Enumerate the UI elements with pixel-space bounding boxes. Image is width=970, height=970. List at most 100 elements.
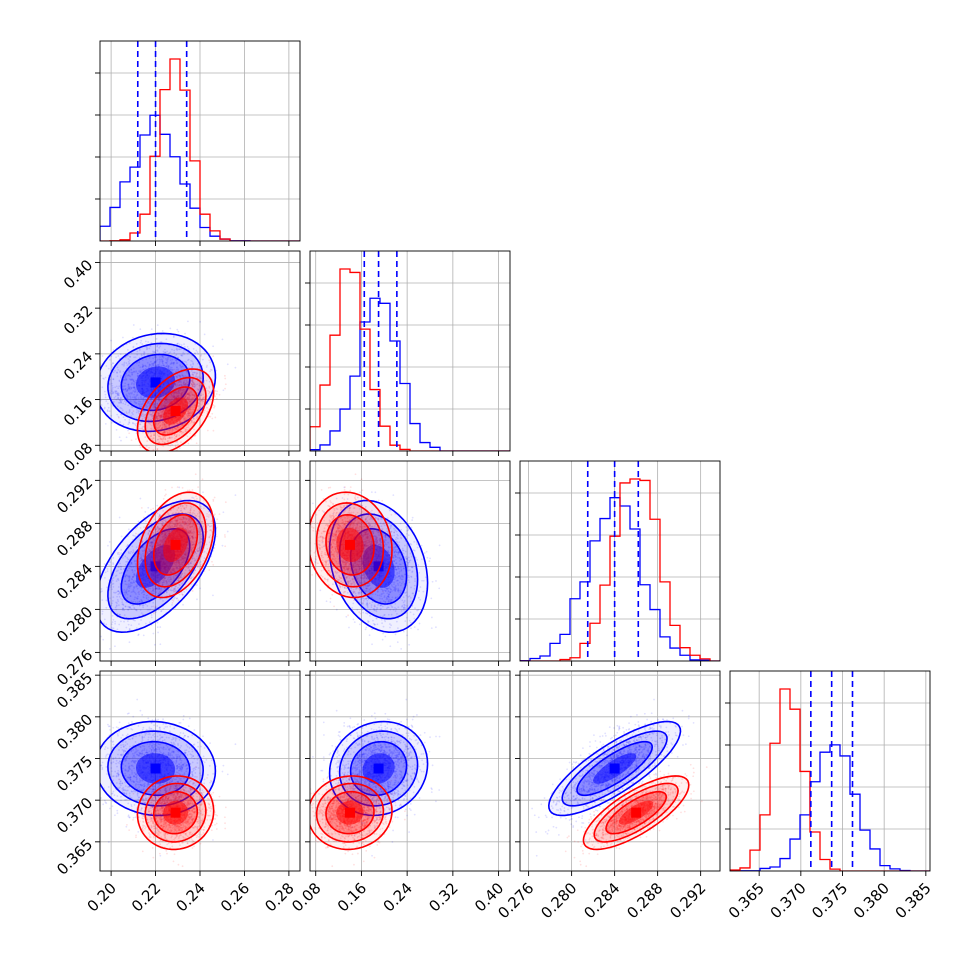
scatter-point [193, 352, 196, 355]
scatter-point [177, 394, 180, 397]
scatter-point [150, 363, 153, 365]
scatter-point [187, 409, 190, 412]
scatter-point [139, 341, 142, 344]
scatter-point [167, 365, 170, 367]
scatter-point [161, 438, 164, 441]
scatter-point [173, 395, 176, 398]
scatter-point [160, 412, 163, 415]
scatter-point [143, 425, 145, 428]
scatter-point [132, 410, 135, 413]
scatter-point [154, 417, 157, 420]
scatter-point [182, 418, 185, 421]
scatter-point [116, 595, 118, 598]
scatter-point [178, 383, 181, 386]
scatter-point [115, 429, 118, 431]
scatter-point [130, 386, 133, 389]
scatter-point [180, 392, 183, 395]
scatter-point [202, 396, 205, 399]
scatter-point [153, 432, 156, 434]
panel-content [87, 473, 237, 650]
scatter-point [134, 608, 137, 611]
scatter-point [188, 392, 191, 395]
scatter-point [148, 363, 151, 366]
scatter-point [154, 361, 157, 364]
scatter-point [136, 372, 139, 375]
scatter-point [128, 409, 131, 411]
scatter-point [122, 388, 125, 391]
scatter-point [162, 431, 165, 434]
scatter-point [176, 441, 178, 443]
scatter-point [184, 394, 187, 397]
scatter-point [187, 412, 190, 415]
scatter-point [181, 384, 183, 387]
scatter-point [161, 581, 164, 584]
scatter-point [88, 589, 90, 591]
scatter-point [153, 402, 155, 405]
scatter-point [161, 440, 164, 443]
scatter-point [176, 395, 179, 398]
scatter-point [183, 415, 186, 418]
scatter-point [186, 435, 189, 438]
scatter-point [175, 359, 178, 362]
scatter-point [133, 385, 136, 388]
scatter-point [156, 324, 159, 326]
scatter-point [161, 359, 164, 362]
scatter-point [165, 423, 167, 426]
scatter-point [159, 358, 162, 361]
scatter-point [176, 349, 179, 351]
scatter-point [152, 437, 155, 440]
scatter-point [179, 395, 182, 398]
scatter-point [177, 425, 179, 428]
scatter-point [199, 320, 202, 323]
scatter-point [176, 347, 178, 350]
scatter-point [130, 392, 133, 395]
scatter-point [87, 598, 89, 600]
scatter-point [132, 380, 135, 383]
scatter-point [167, 364, 170, 367]
scatter-point [129, 355, 132, 358]
scatter-point [176, 384, 179, 387]
scatter-point [161, 413, 164, 416]
scatter-point [131, 538, 134, 541]
scatter-point [117, 393, 119, 396]
scatter-point [146, 440, 149, 442]
scatter-point [180, 381, 182, 384]
scatter-point [132, 398, 135, 401]
scatter-point [158, 412, 161, 415]
scatter-point [165, 404, 167, 406]
scatter-point [164, 425, 167, 428]
scatter-point [139, 369, 142, 372]
scatter-point [152, 588, 155, 591]
scatter-point [173, 361, 176, 364]
scatter-point [173, 392, 176, 394]
scatter-point [165, 398, 167, 401]
scatter-point [163, 351, 166, 354]
scatter-point [150, 400, 153, 403]
scatter-point [191, 378, 194, 381]
scatter-point [206, 406, 208, 409]
scatter-point [114, 606, 117, 609]
scatter-point [136, 374, 139, 377]
scatter-point [112, 562, 114, 564]
scatter-point [143, 353, 146, 356]
scatter-point [126, 354, 129, 357]
scatter-point [140, 405, 143, 408]
scatter-point [90, 563, 92, 565]
scatter-point [207, 390, 210, 392]
scatter-point [183, 390, 185, 393]
scatter-point [149, 398, 152, 401]
scatter-point [130, 405, 133, 408]
scatter-point [170, 397, 173, 400]
scatter-point [129, 355, 131, 358]
scatter-point [140, 370, 142, 373]
scatter-point [165, 424, 167, 427]
scatter-point [138, 403, 141, 406]
scatter-point [163, 401, 166, 404]
scatter-point [158, 346, 161, 349]
scatter-point [214, 416, 217, 419]
scatter-point [154, 611, 157, 614]
scatter-point [127, 383, 130, 386]
scatter-point [137, 520, 140, 523]
scatter-point [201, 398, 204, 401]
scatter-point [97, 606, 99, 608]
